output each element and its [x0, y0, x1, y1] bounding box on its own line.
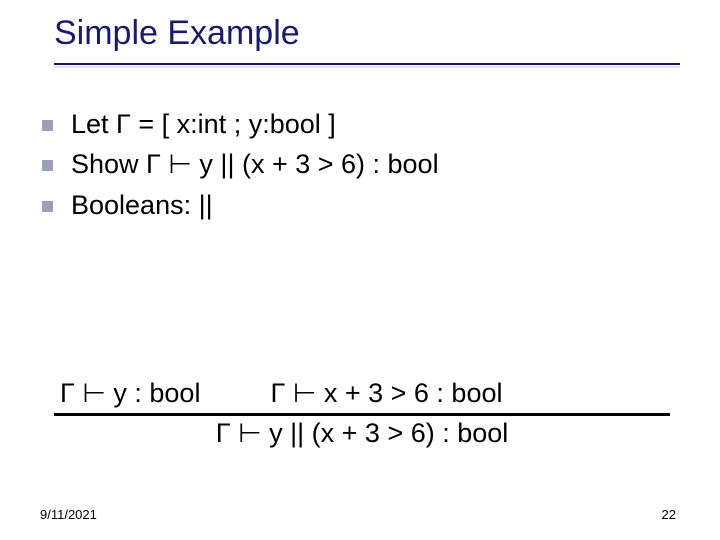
- square-bullet-icon: [42, 201, 53, 212]
- bullet-text: Booleans: ||: [71, 187, 213, 223]
- bullet-text: Show Γ ⊢ y || (x + 3 > 6) : bool: [71, 146, 439, 182]
- premises: Γ ⊢ y : bool Γ ⊢ x + 3 > 6 : bool: [54, 378, 670, 409]
- list-item: Let Γ = [ x:int ; y:bool ]: [42, 106, 680, 142]
- bullet-text: Let Γ = [ x:int ; y:bool ]: [71, 106, 336, 142]
- footer-page-number: 22: [662, 507, 676, 522]
- bullet-list: Let Γ = [ x:int ; y:bool ] Show Γ ⊢ y ||…: [42, 106, 680, 227]
- footer-date: 9/11/2021: [40, 507, 97, 522]
- title-bar: Simple Example: [54, 14, 680, 65]
- premise-left: Γ ⊢ y : bool: [60, 378, 200, 409]
- inference-line: [54, 413, 670, 416]
- slide-title: Simple Example: [54, 14, 680, 53]
- list-item: Show Γ ⊢ y || (x + 3 > 6) : bool: [42, 146, 680, 182]
- premise-right: Γ ⊢ x + 3 > 6 : bool: [270, 378, 502, 409]
- square-bullet-icon: [42, 160, 53, 171]
- list-item: Booleans: ||: [42, 187, 680, 223]
- derivation-rule: Γ ⊢ y : bool Γ ⊢ x + 3 > 6 : bool Γ ⊢ y …: [54, 378, 670, 449]
- conclusion: Γ ⊢ y || (x + 3 > 6) : bool: [54, 418, 670, 449]
- square-bullet-icon: [42, 120, 53, 131]
- slide: Simple Example Let Γ = [ x:int ; y:bool …: [0, 0, 720, 540]
